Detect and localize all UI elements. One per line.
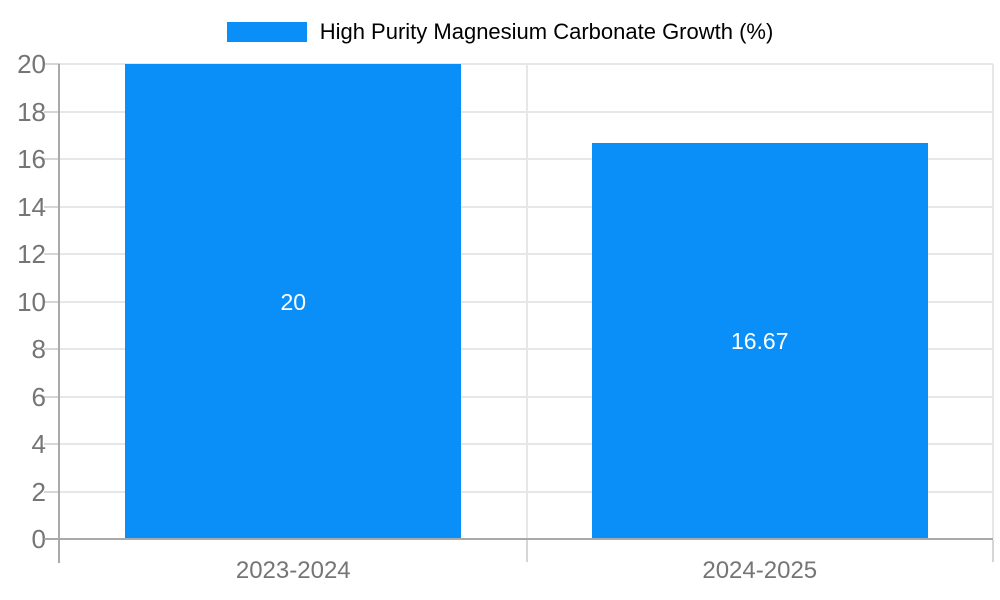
bar[interactable] xyxy=(591,143,928,538)
y-axis-line xyxy=(58,64,60,563)
y-tick-label: 20 xyxy=(17,49,46,79)
legend-label: High Purity Magnesium Carbonate Growth (… xyxy=(319,19,774,44)
bar[interactable] xyxy=(125,64,462,538)
bar-value-label: 20 xyxy=(280,288,307,315)
y-tick-label: 4 xyxy=(31,429,46,459)
x-tick-label: 2023-2024 xyxy=(235,557,351,584)
y-tick xyxy=(44,348,60,350)
x-tick xyxy=(992,540,994,562)
y-tick-label: 0 xyxy=(31,524,46,554)
y-tick-label: 12 xyxy=(17,239,46,269)
y-tick xyxy=(44,110,60,113)
x-axis-line xyxy=(44,538,993,540)
y-tick xyxy=(44,395,60,398)
x-gridline xyxy=(525,64,528,539)
y-tick xyxy=(44,300,60,303)
y-tick-label: 2 xyxy=(31,476,46,507)
y-tick-label: 16 xyxy=(17,144,46,174)
legend[interactable]: High Purity Magnesium Carbonate Growth (… xyxy=(0,18,1000,46)
x-gridline xyxy=(992,64,994,539)
y-tick xyxy=(44,490,60,493)
y-tick-label: 18 xyxy=(17,96,46,127)
y-tick-label: 14 xyxy=(17,191,46,222)
y-tick xyxy=(44,205,60,208)
y-tick-label: 8 xyxy=(31,334,46,364)
y-tick xyxy=(44,63,60,65)
y-tick xyxy=(44,443,60,445)
x-tick-label: 2024-2025 xyxy=(702,557,818,584)
y-tick-label: 6 xyxy=(31,381,46,412)
legend-swatch xyxy=(226,22,307,42)
bar-value-label: 16.67 xyxy=(730,328,789,355)
y-tick xyxy=(44,253,60,255)
y-tick xyxy=(44,158,60,160)
y-tick-label: 10 xyxy=(17,286,46,317)
x-tick xyxy=(525,540,528,562)
